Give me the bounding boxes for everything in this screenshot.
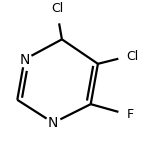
Text: Cl: Cl <box>127 50 139 63</box>
Text: Cl: Cl <box>51 2 64 15</box>
Text: N: N <box>48 116 58 130</box>
Text: F: F <box>127 108 134 121</box>
Text: N: N <box>19 52 30 66</box>
